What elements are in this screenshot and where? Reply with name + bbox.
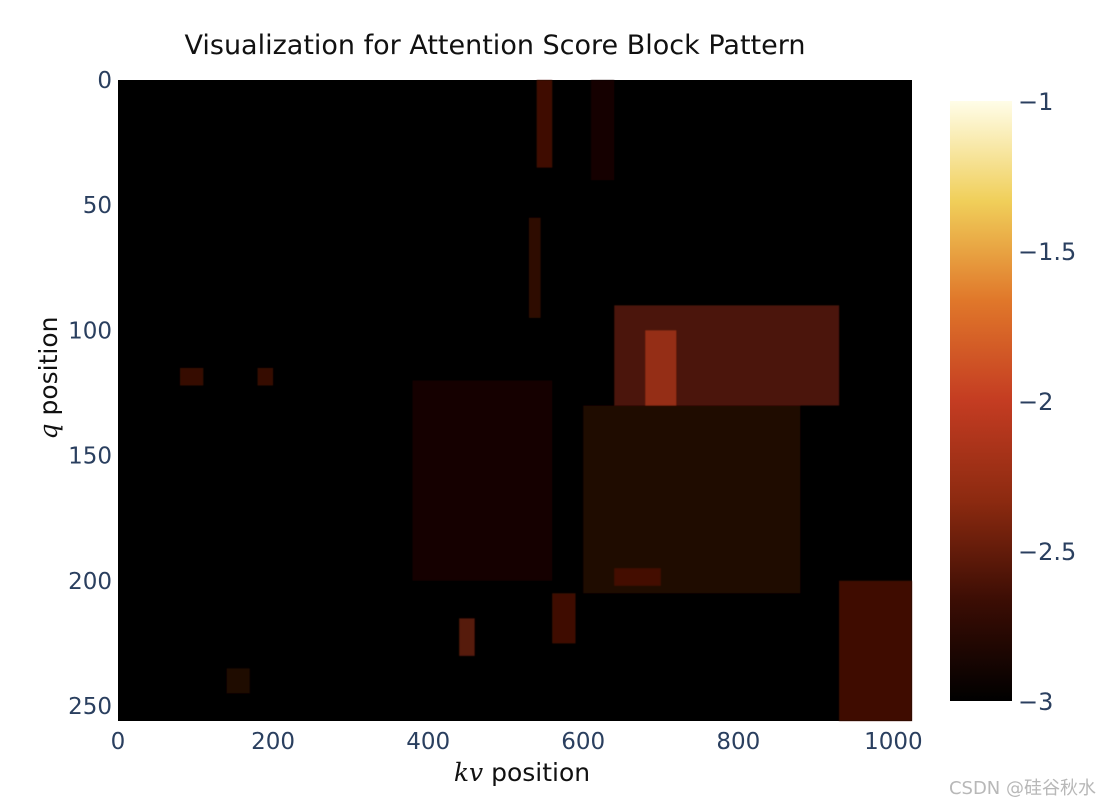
y-tick-label: 50 xyxy=(83,193,112,219)
heatmap-plot xyxy=(118,80,912,721)
heatmap-region-12 xyxy=(257,367,274,386)
y-tick-label: 250 xyxy=(68,694,112,720)
watermark: CSDN @硅谷秋水 xyxy=(949,778,1096,799)
colorbar xyxy=(950,101,1012,701)
colorbar-tick-label: −3 xyxy=(1018,688,1053,716)
x-axis-text: position xyxy=(491,758,590,787)
heatmap-region-7 xyxy=(614,568,661,586)
heatmap-region-9 xyxy=(459,618,475,656)
heatmap-region-5 xyxy=(412,380,553,581)
y-axis-text: position xyxy=(34,317,63,416)
heatmap-region-10 xyxy=(552,593,576,644)
heatmap-region-0 xyxy=(536,80,553,168)
heatmap-region-8 xyxy=(839,580,912,721)
x-axis-ticks: 0 200 400 600 800 1000 xyxy=(111,729,923,755)
x-tick-label: 800 xyxy=(716,729,760,755)
heatmap-region-2 xyxy=(528,217,541,318)
x-tick-label: 400 xyxy=(406,729,450,755)
y-tick-label: 150 xyxy=(68,444,112,470)
heatmap-regions xyxy=(180,80,912,721)
colorbar-ticks: −1 −1.5 −2 −2.5 −3 xyxy=(1018,88,1076,716)
x-axis-var: kv xyxy=(454,758,483,787)
y-tick-label: 200 xyxy=(68,569,112,595)
x-tick-label: 1000 xyxy=(864,729,923,755)
x-tick-label: 0 xyxy=(111,729,126,755)
y-tick-label: 100 xyxy=(68,318,112,344)
colorbar-tick-label: −1.5 xyxy=(1018,238,1076,266)
y-tick-label: 0 xyxy=(97,68,112,94)
chart-title: Visualization for Attention Score Block … xyxy=(185,30,806,61)
y-axis-var: q xyxy=(34,423,63,439)
x-axis-label: kv position xyxy=(454,758,590,787)
heatmap-region-1 xyxy=(590,80,615,181)
x-tick-label: 200 xyxy=(251,729,295,755)
colorbar-tick-label: −2 xyxy=(1018,388,1053,416)
heatmap-region-13 xyxy=(226,668,250,694)
colorbar-tick-label: −1 xyxy=(1018,88,1053,116)
colorbar-tick-label: −2.5 xyxy=(1018,538,1076,566)
heatmap-region-6 xyxy=(583,405,801,594)
heatmap-region-11 xyxy=(180,367,204,386)
y-axis-label: q position xyxy=(34,317,63,440)
heatmap-region-4 xyxy=(645,330,677,406)
x-tick-label: 600 xyxy=(561,729,605,755)
y-axis-ticks: 0 50 100 150 200 250 xyxy=(68,68,112,720)
